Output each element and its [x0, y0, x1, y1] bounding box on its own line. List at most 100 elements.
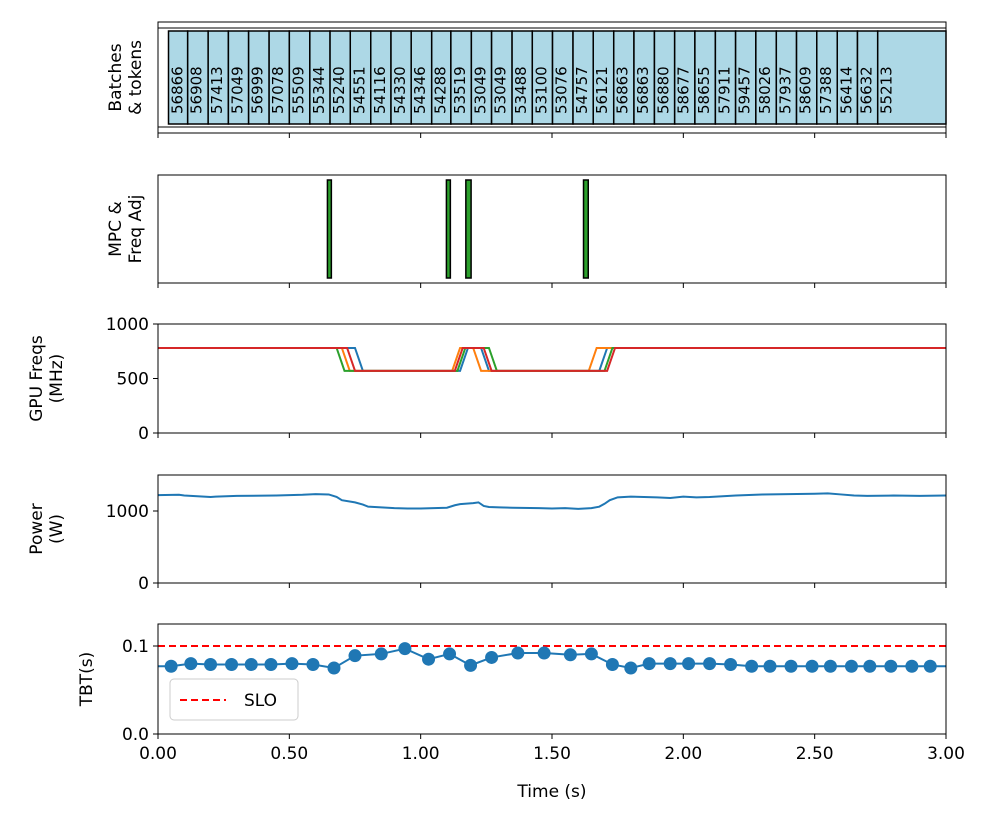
plot-frame: [157, 323, 947, 434]
y-axis-label: Freq Adj: [126, 195, 146, 264]
batch-token-label: 53049: [471, 66, 489, 114]
y-tick-label: 0.0: [122, 725, 149, 745]
batch-token-label: 56866: [169, 66, 187, 114]
tbt-panel: 0.00 0.50 1.00 1.50 2.00 2.50 3.00 Time (s) 0.0 0…: [77, 623, 965, 802]
batch-token-label: 54330: [391, 66, 409, 114]
gpu-freq-panel: 0 500 1000 GPU Freqs (MHz): [27, 315, 947, 444]
batch-token-label: 54757: [573, 66, 591, 114]
x-tick-label: 0.50: [270, 744, 308, 764]
x-tick-label: 0.00: [139, 744, 177, 764]
batch-bar: [876, 30, 947, 125]
batch-token-label: 59457: [736, 66, 754, 114]
tbt-point: [264, 657, 278, 671]
plot-frame: [157, 174, 947, 284]
y-axis-label: (MHz): [47, 354, 67, 404]
y-tick-label: 1000: [106, 502, 149, 522]
tbt-point: [923, 659, 937, 673]
batch-token-label: 56632: [857, 66, 875, 114]
batch-token-label: 54551: [350, 66, 368, 114]
batch-token-label: 54288: [432, 66, 450, 114]
tbt-point: [724, 657, 738, 671]
tbt-point: [784, 659, 798, 673]
y-axis-label: GPU Freqs: [27, 335, 47, 422]
y-axis-label: MPC &: [106, 201, 126, 256]
batch-token-label: 57911: [715, 66, 733, 114]
x-tick-label: 2.50: [796, 744, 834, 764]
legend-slo-label: SLO: [244, 691, 277, 711]
x-tick-label: 1.50: [533, 744, 571, 764]
batch-token-label: 56121: [593, 66, 611, 114]
y-tick-label: 0.1: [122, 637, 149, 657]
batch-token-label: 53488: [512, 66, 530, 114]
batch-token-label: 57388: [817, 66, 835, 114]
x-tick-label: 3.00: [927, 744, 965, 764]
tbt-point: [244, 657, 258, 671]
batch-token-label: 55213: [878, 66, 896, 114]
tbt-point: [422, 652, 436, 666]
tbt-point: [884, 659, 898, 673]
tbt-point: [485, 650, 499, 664]
batch-token-label: 55509: [289, 66, 307, 114]
batch-token-label: 54116: [371, 66, 389, 114]
batch-token-label: 58655: [695, 66, 713, 114]
y-tick-label: 500: [117, 370, 149, 390]
batches-panel: 56866 56908 57413 57049 56999 57078 55509 55344…: [106, 21, 947, 138]
tbt-point: [327, 661, 341, 675]
tbt-point: [285, 657, 299, 671]
mpc-event-bar: [326, 179, 333, 279]
tbt-point: [663, 657, 677, 671]
tbt-point: [844, 659, 858, 673]
mpc-panel: MPC & Freq Adj: [106, 174, 947, 288]
batch-token-label: 56908: [188, 66, 206, 114]
gpu-freq-line: [158, 346, 946, 372]
tbt-point: [374, 647, 388, 661]
legend: SLO: [169, 678, 299, 721]
batch-token-label: 57413: [208, 66, 226, 114]
y-tick-label: 1000: [106, 315, 149, 335]
mpc-event-bar: [465, 179, 472, 279]
tbt-point: [348, 649, 362, 663]
y-tick-label: 0: [138, 574, 149, 594]
tbt-point: [204, 657, 218, 671]
batch-token-label: 55344: [310, 66, 328, 114]
batch-token-label: 55240: [330, 66, 348, 114]
batch-token-label: 53519: [451, 66, 469, 114]
batch-token-label: 57937: [776, 66, 794, 114]
batch-token-label: 54346: [411, 66, 429, 114]
batch-token-label: 53100: [532, 66, 550, 114]
batch-token-label: 58026: [756, 66, 774, 114]
batch-token-label: 58677: [675, 66, 693, 114]
batch-token-label: 57049: [228, 66, 246, 114]
y-axis-label: Power: [27, 503, 47, 554]
batch-token-label: 56999: [249, 66, 267, 114]
tbt-point: [823, 659, 837, 673]
batch-token-label: 56863: [614, 66, 632, 114]
y-axis-label: (W): [47, 514, 67, 544]
batch-token-label: 56414: [837, 66, 855, 114]
x-tick-label: 1.00: [402, 744, 440, 764]
batch-token-label: 58609: [797, 66, 815, 114]
batch-token-label: 53076: [553, 66, 571, 114]
batch-token-label: 56880: [654, 66, 672, 114]
tbt-point: [763, 659, 777, 673]
legend-box: [169, 678, 299, 721]
tbt-point: [184, 657, 198, 671]
tbt-point: [703, 657, 717, 671]
y-axis-label: & tokens: [126, 40, 146, 115]
tbt-point: [164, 659, 178, 673]
x-tick-label: 2.00: [664, 744, 702, 764]
mpc-event-bar: [582, 179, 589, 279]
tbt-point: [443, 647, 457, 661]
gpu-freq-line: [158, 346, 946, 372]
tbt-point: [563, 648, 577, 662]
batch-token-label: 57078: [269, 66, 287, 114]
power-panel: 0 1000 Power (W): [27, 474, 947, 594]
tbt-point: [642, 657, 656, 671]
tbt-point: [584, 647, 598, 661]
tbt-point: [745, 659, 759, 673]
tbt-point: [306, 657, 320, 671]
tbt-point: [805, 659, 819, 673]
batch-token-label: 53049: [492, 66, 510, 114]
batch-token-label: 56863: [634, 66, 652, 114]
